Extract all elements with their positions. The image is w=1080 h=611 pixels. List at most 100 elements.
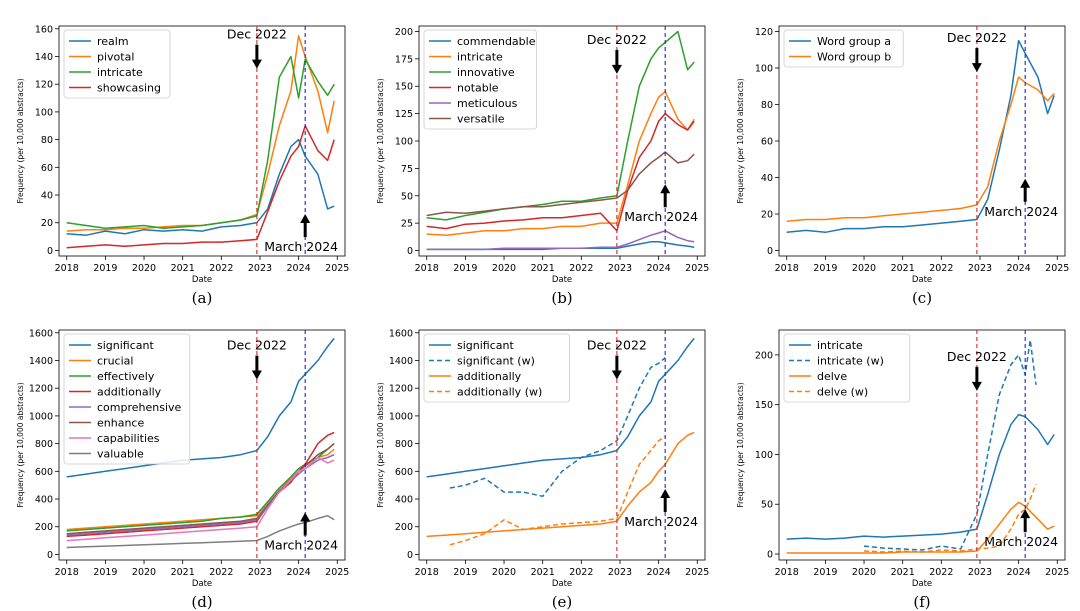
y-tick-label: 0 (407, 550, 413, 561)
x-tick-label: 2018 (415, 263, 439, 274)
legend-label: intricate (817, 339, 863, 352)
series-line-word-group-a (786, 39, 1055, 234)
y-tick-label: 1000 (389, 411, 413, 422)
x-axis-label: Date (192, 579, 212, 587)
x-tick-label: 2024 (1007, 567, 1031, 578)
legend-label: significant (w) (457, 355, 535, 368)
panel-a: 0 20 40 60 80 100 120 140 160 2018 2019 2020 2021 202… (5, 8, 355, 285)
y-tick-label: 150 (755, 400, 773, 411)
up-arrow-icon (660, 488, 671, 498)
x-tick-label: 2025 (325, 567, 349, 578)
caption-c: (c) (911, 289, 933, 307)
x-tick-label: 2025 (1045, 567, 1069, 578)
legend-label: meticulous (457, 97, 518, 110)
x-tick-label: 2022 (209, 567, 233, 578)
x-tick-label: 2021 (171, 567, 195, 578)
march-2024-label: March 2024 (264, 538, 338, 553)
x-tick-label: 2018 (775, 567, 799, 578)
y-tick-label: 200 (395, 27, 413, 38)
x-axis-label: Date (912, 275, 932, 283)
y-tick-label: 100 (395, 137, 413, 148)
x-tick-label: 2019 (453, 567, 477, 578)
dec-2022-label: Dec 2022 (947, 30, 1007, 45)
series-line-realm (66, 138, 335, 236)
x-tick-label: 2019 (813, 567, 837, 578)
x-tick-label: 2020 (492, 263, 516, 274)
x-tick-label: 2018 (775, 263, 799, 274)
legend-label: intricate (457, 51, 503, 64)
legend-label: Word group b (817, 51, 891, 64)
legend-label: realm (97, 35, 129, 48)
legend-box (63, 29, 171, 99)
down-arrow-icon (611, 64, 622, 74)
march-2024-label: March 2024 (624, 514, 698, 529)
x-tick-label: 2020 (852, 567, 876, 578)
x-tick-label: 2024 (287, 263, 311, 274)
y-tick-label: 400 (35, 495, 53, 506)
legend-label: pivotal (97, 51, 134, 64)
series-line-intricate (66, 55, 335, 230)
y-tick-label: 50 (401, 191, 413, 202)
y-tick-label: 800 (35, 439, 53, 450)
x-tick-label: 2024 (647, 567, 671, 578)
x-tick-label: 2019 (93, 263, 117, 274)
march-2024-label: March 2024 (984, 204, 1058, 219)
chart-svg: 0 20 40 60 80 100 120 2018 2019 2020 2021 2022 2023 2… (736, 25, 1069, 285)
dec-2022-label: Dec 2022 (227, 27, 287, 42)
chart-svg: 0 25 50 75 100 125 150 175 200 2018 2019 2020 2021 20… (376, 25, 709, 285)
legend-box (783, 29, 904, 68)
y-tick-label: 400 (395, 495, 413, 506)
x-tick-label: 2023 (608, 263, 632, 274)
plot-frame (418, 329, 706, 561)
panel-c: 0 20 40 60 80 100 120 2018 2019 2020 2021 2022 2023 2… (725, 8, 1075, 285)
legend-label: comprehensive (97, 401, 182, 414)
legend-label: significant (97, 339, 154, 352)
y-tick-label: 140 (35, 52, 53, 63)
x-tick-label: 2020 (132, 567, 156, 578)
x-axis-label: Date (552, 579, 572, 587)
x-tick-label: 2022 (569, 567, 593, 578)
legend-label: notable (457, 82, 499, 95)
legend-label: innovative (457, 66, 515, 79)
caption-d: (d) (191, 593, 213, 611)
plot-frame (58, 329, 346, 561)
y-tick-label: 120 (755, 27, 773, 38)
y-tick-label: 25 (401, 219, 413, 230)
y-tick-label: 1000 (29, 411, 53, 422)
series-line-additionally-w- (449, 436, 666, 546)
chart-svg: 0 200 400 600 800 1000 1200 1400 1600 2018 2019 202… (16, 328, 349, 589)
legend-label: delve (w) (817, 386, 868, 399)
legend-label: Word group a (817, 35, 891, 48)
caption-f: (f) (913, 593, 931, 611)
series-line-versatile (426, 151, 695, 217)
legend-label: valuable (97, 448, 144, 461)
x-axis-label: Date (192, 275, 212, 283)
y-tick-label: 60 (41, 163, 53, 174)
y-axis-label: Frequency (per 10,000 abstracts) (736, 78, 745, 203)
y-axis-label: Frequency (per 10,000 abstracts) (376, 78, 385, 203)
legend-label: intricate (w) (817, 355, 884, 368)
x-tick-label: 2019 (93, 567, 117, 578)
legend-label: crucial (97, 355, 133, 368)
y-tick-label: 0 (407, 246, 413, 257)
y-tick-label: 40 (761, 173, 773, 184)
down-arrow-icon (971, 63, 982, 73)
x-tick-label: 2021 (891, 263, 915, 274)
legend-label: showcasing (97, 82, 161, 95)
up-arrow-icon (1020, 509, 1031, 519)
legend-label: significant (457, 339, 514, 352)
chart-svg: 0 50 100 150 200 2018 2019 2020 2021 2022 2023 2024… (736, 329, 1069, 589)
x-tick-label: 2025 (1045, 263, 1069, 274)
y-tick-label: 0 (47, 246, 53, 257)
y-tick-label: 100 (35, 107, 53, 118)
y-tick-label: 1400 (389, 356, 413, 367)
x-tick-label: 2021 (171, 263, 195, 274)
legend-label: commendable (457, 35, 536, 48)
y-tick-label: 600 (35, 467, 53, 478)
x-tick-label: 2023 (608, 567, 632, 578)
x-tick-label: 2022 (929, 567, 953, 578)
legend-box (783, 333, 911, 403)
legend-label: capabilities (97, 432, 160, 445)
y-tick-label: 175 (395, 54, 413, 65)
legend-box (423, 29, 537, 130)
